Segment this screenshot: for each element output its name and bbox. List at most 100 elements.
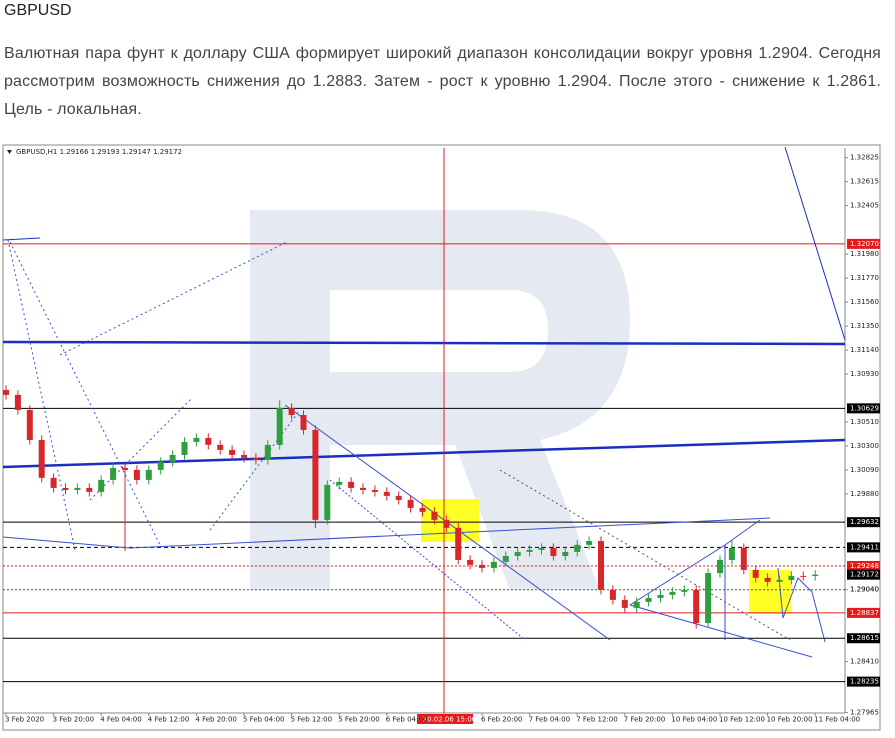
x-tick-label: 6 Feb 20:00 [481, 716, 522, 724]
level-label-box [847, 517, 880, 528]
level-label: 1.28235 [850, 678, 879, 686]
level-label-box [847, 542, 880, 553]
x-tick-label: 7 Feb 20:00 [624, 716, 665, 724]
candle-body [383, 491, 390, 496]
forecast-path [777, 567, 826, 643]
trend-line [499, 469, 791, 641]
x-tick-label: 10 Feb 12:00 [719, 716, 765, 724]
candle-body [490, 561, 497, 568]
crosshair-label: 2020.02.06 15:00 [414, 716, 476, 724]
level-label: 1.29632 [850, 518, 879, 526]
candle-body [800, 575, 807, 577]
x-tick-label: 4 Feb 20:00 [195, 716, 236, 724]
candle-body [241, 454, 247, 458]
y-tick-label: 1.32405 [850, 202, 879, 210]
candle-body [740, 547, 747, 570]
y-tick-label: 1.30930 [850, 370, 879, 378]
candle-body [205, 437, 212, 445]
y-tick-label: 1.31350 [850, 322, 879, 330]
level-label-box [847, 633, 880, 644]
candle-body [728, 547, 735, 560]
candle-body [752, 569, 759, 578]
candle-body [502, 555, 509, 562]
y-tick-label: 1.30510 [850, 418, 879, 426]
candle-body [348, 481, 355, 488]
y-tick-label: 1.32615 [850, 178, 879, 186]
trend-line [89, 397, 193, 501]
candle-body [276, 407, 283, 445]
x-tick-label: 3 Feb 20:00 [53, 716, 94, 724]
level-label-box [847, 607, 880, 618]
level-label: 1.29172 [850, 571, 879, 579]
candle-body [38, 439, 45, 478]
x-tick-label: 5 Feb 04:00 [243, 716, 284, 724]
trend-line [784, 146, 846, 341]
x-tick-label: 5 Feb 12:00 [291, 716, 332, 724]
y-tick-label: 1.27965 [850, 708, 879, 716]
y-tick-label: 1.32825 [850, 154, 879, 162]
candle-body [657, 594, 664, 598]
candle-body [645, 597, 652, 602]
candle-body [526, 549, 533, 552]
x-tick-label: 5 Feb 20:00 [338, 716, 379, 724]
candle-body [312, 429, 319, 520]
candle-body [574, 544, 581, 552]
candle-body [407, 499, 414, 508]
candle-body [229, 449, 236, 455]
y-tick-label: 1.28410 [850, 658, 879, 666]
candle-body [621, 599, 628, 608]
info-arrow [7, 150, 12, 154]
candle-body [26, 409, 33, 440]
candle-body [431, 511, 438, 520]
y-tick-label: 1.30090 [850, 466, 879, 474]
trend-line [2, 438, 846, 469]
candle-body [776, 579, 783, 582]
candle-body [217, 444, 224, 450]
trend-line [629, 604, 813, 658]
candle-body [550, 547, 557, 556]
candle-body [62, 487, 69, 490]
candle-body [193, 437, 200, 442]
y-tick-label: 1.29880 [850, 490, 879, 498]
x-tick-label: 4 Feb 12:00 [148, 716, 189, 724]
candle-body [360, 487, 366, 490]
x-tick-label: 6 Feb 04:00 [386, 716, 427, 724]
candle-body [336, 481, 343, 485]
candle-body [705, 573, 712, 624]
candle-body [181, 441, 188, 455]
level-label: 1.29040 [850, 586, 879, 594]
paragraph: Валютная пара фунт к доллару США формиру… [4, 45, 881, 118]
candle-body [3, 389, 9, 395]
x-tick-label: 3 Feb 2020 [5, 716, 44, 724]
candle-body [609, 589, 616, 600]
candle-body [371, 489, 378, 492]
level-label-box [847, 560, 880, 571]
candle-body [264, 444, 271, 460]
candle-body [455, 527, 462, 560]
trend-line [9, 241, 161, 546]
trend-line [2, 340, 846, 346]
x-tick-label: 7 Feb 12:00 [576, 716, 617, 724]
heading: GBPUSD [4, 2, 72, 19]
candle-body [598, 540, 604, 590]
level-label: 1.29248 [850, 562, 879, 570]
trend-line [2, 237, 41, 241]
candle-body [467, 559, 474, 565]
candle-body [693, 589, 700, 624]
candle-body [288, 407, 295, 415]
candle-body [419, 507, 426, 512]
trend-line [209, 409, 301, 531]
candle-body [562, 551, 569, 556]
candle-body [395, 495, 402, 500]
x-tick-label: 10 Feb 04:00 [671, 716, 717, 724]
candle-body [812, 574, 819, 577]
candle-body [300, 414, 307, 430]
candle-body [98, 479, 105, 492]
y-tick-label: 1.31980 [850, 250, 879, 258]
x-tick-label: 11 Feb 04:00 [814, 716, 860, 724]
candle-body [86, 487, 93, 492]
candles [3, 385, 819, 629]
candle-body [788, 575, 795, 580]
candle-body [133, 469, 140, 480]
candle-body [324, 484, 331, 520]
